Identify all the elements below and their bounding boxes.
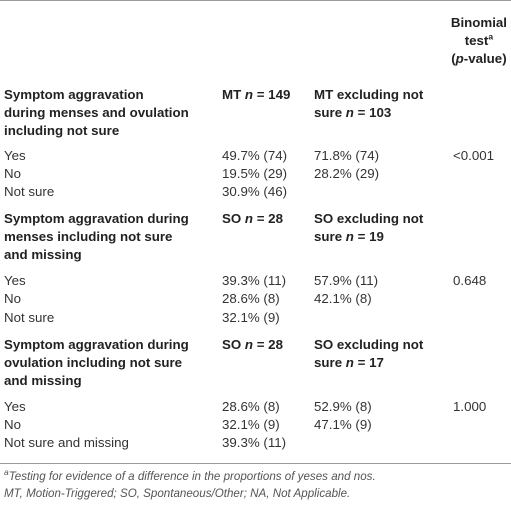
section-3-col1-header: SO n = 28 [222,337,283,352]
table-row-label: Yes [4,273,26,288]
section-3-col2-header-line-1: SO excluding not [314,337,424,352]
binomial-header-line1: Binomial [450,15,507,30]
section-2-col1-header: SO n = 28 [222,211,283,226]
table-cell: 28.2% (29) [314,166,380,181]
table-row-label: Not sure [4,184,55,199]
section-1-col2-header-line-2: sure n = 103 [314,105,392,120]
table-cell: 39.3% (11) [222,435,287,450]
footnote-a: aTesting for evidence of a difference in… [4,467,376,483]
table-row-label: Not sure and missing [4,435,129,450]
table-row-label: No [4,417,21,432]
section-2-title-line-3: and missing [4,247,82,262]
section-2-col2-header-line-1: SO excluding not [314,211,424,226]
table-row-label: Yes [4,399,26,414]
binomial-header-line3: (p-value) [451,51,507,66]
table-cell: 32.1% (9) [222,310,280,325]
table-cell: 32.1% (9) [222,417,280,432]
table-cell: 28.6% (8) [222,291,280,306]
footnote-rule [0,463,511,464]
section-3-col2-header-line-2: sure n = 17 [314,355,384,370]
binomial-header-line2: testa [464,31,494,48]
section-1-col2-header-line-1: MT excluding not [314,87,424,102]
table-cell: 47.1% (9) [314,417,372,432]
table-cell: 52.9% (8) [314,399,372,414]
table-cell: 57.9% (11) [314,273,379,288]
table-row-label: No [4,166,21,181]
footnote-abbreviations: MT, Motion-Triggered; SO, Spontaneous/Ot… [4,487,351,500]
section-1-title-line-1: Symptom aggravation [4,87,144,102]
table-row-label: No [4,291,21,306]
section-3-title-line-1: Symptom aggravation during [4,337,189,352]
table-cell: 71.8% (74) [314,148,380,163]
p-value: 0.648 [453,273,487,288]
section-1-col1-header: MT n = 149 [222,87,291,102]
section-2-col2-header-line-2: sure n = 19 [314,229,384,244]
table-cell: 19.5% (29) [222,166,288,181]
section-3-title-line-3: and missing [4,373,82,388]
section-1-title-line-2: during menses and ovulation [4,105,189,120]
section-3-title-line-2: ovulation including not sure [4,355,183,370]
table-cell: 30.9% (46) [222,184,288,199]
table-cell: 42.1% (8) [314,291,372,306]
table-row-label: Yes [4,148,26,163]
table-cell: 28.6% (8) [222,399,280,414]
top-rule [0,0,511,1]
table-row-label: Not sure [4,310,55,325]
binomial-test-header: Binomial testa (p-value) [451,14,507,68]
section-2-title-line-2: menses including not sure [4,229,173,244]
section-1-title-line-3: including not sure [4,123,120,138]
p-value: <0.001 [453,148,495,163]
section-2-title-line-1: Symptom aggravation during [4,211,189,226]
table-cell: 39.3% (11) [222,273,287,288]
p-value: 1.000 [453,399,487,414]
table-cell: 49.7% (74) [222,148,288,163]
